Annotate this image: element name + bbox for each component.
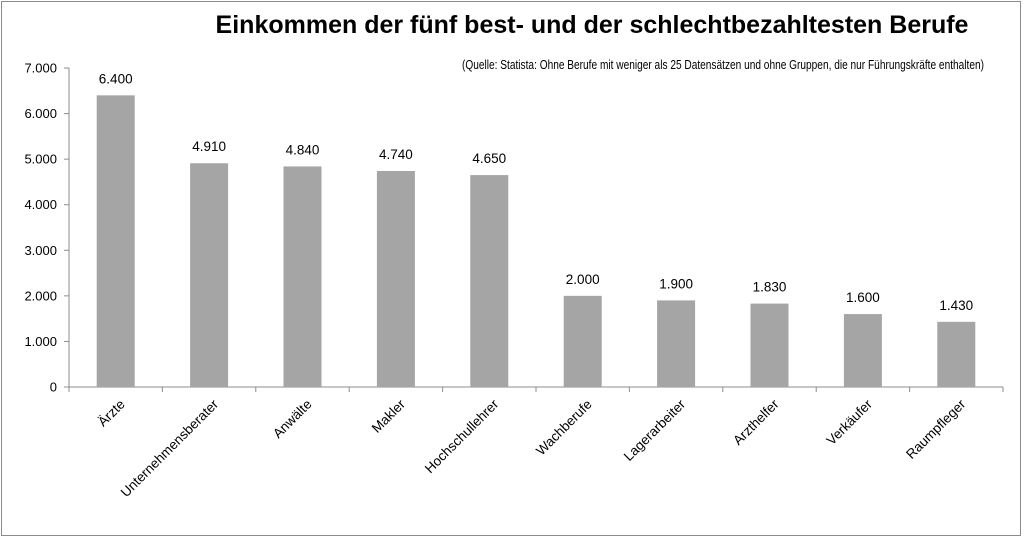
data-label: 6.400 <box>99 71 133 86</box>
data-label: 1.900 <box>659 276 693 291</box>
category-label: Unternehmensberater <box>118 396 222 500</box>
data-label: 1.830 <box>753 280 787 295</box>
bar <box>937 321 976 387</box>
data-label: 2.000 <box>566 272 600 287</box>
category-label: Wachberufe <box>533 397 595 459</box>
chart-subtitle: (Quelle: Statista: Ohne Berufe mit wenig… <box>462 57 984 72</box>
y-tick-label: 2.000 <box>24 288 57 303</box>
data-label: 4.650 <box>472 151 506 166</box>
bar <box>563 295 602 387</box>
bar <box>750 303 789 387</box>
category-label: Verkäufer <box>824 396 876 448</box>
category-label: Raumpfleger <box>903 396 969 462</box>
bars <box>96 95 976 387</box>
y-tick-label: 6.000 <box>24 106 57 121</box>
data-label: 4.740 <box>379 147 413 162</box>
bar <box>843 314 882 387</box>
bar <box>96 95 135 387</box>
category-label: Arzthelfer <box>730 396 782 448</box>
bar <box>376 170 415 387</box>
category-label: Makler <box>369 396 409 436</box>
bar <box>283 166 322 387</box>
data-label: 1.430 <box>939 298 973 313</box>
y-tick-label: 1.000 <box>24 334 57 349</box>
y-tick-label: 4.000 <box>24 197 57 212</box>
y-tick-label: 7.000 <box>24 61 57 76</box>
category-label: Lagerarbeiter <box>621 396 689 464</box>
bar <box>657 300 696 387</box>
data-label: 1.600 <box>846 290 880 305</box>
category-label: Ärzte <box>95 397 128 430</box>
category-label: Hochschullehrer <box>422 396 502 476</box>
data-label: 4.910 <box>192 139 226 154</box>
y-tick-label: 3.000 <box>24 243 57 258</box>
data-label: 4.840 <box>286 142 320 157</box>
bar <box>470 175 509 387</box>
y-tick-label: 5.000 <box>24 152 57 167</box>
bar <box>190 163 229 387</box>
y-tick-label: 0 <box>50 380 57 395</box>
category-label: Anwälte <box>270 397 315 442</box>
chart-title: Einkommen der fünf best- und der schlech… <box>216 11 969 39</box>
